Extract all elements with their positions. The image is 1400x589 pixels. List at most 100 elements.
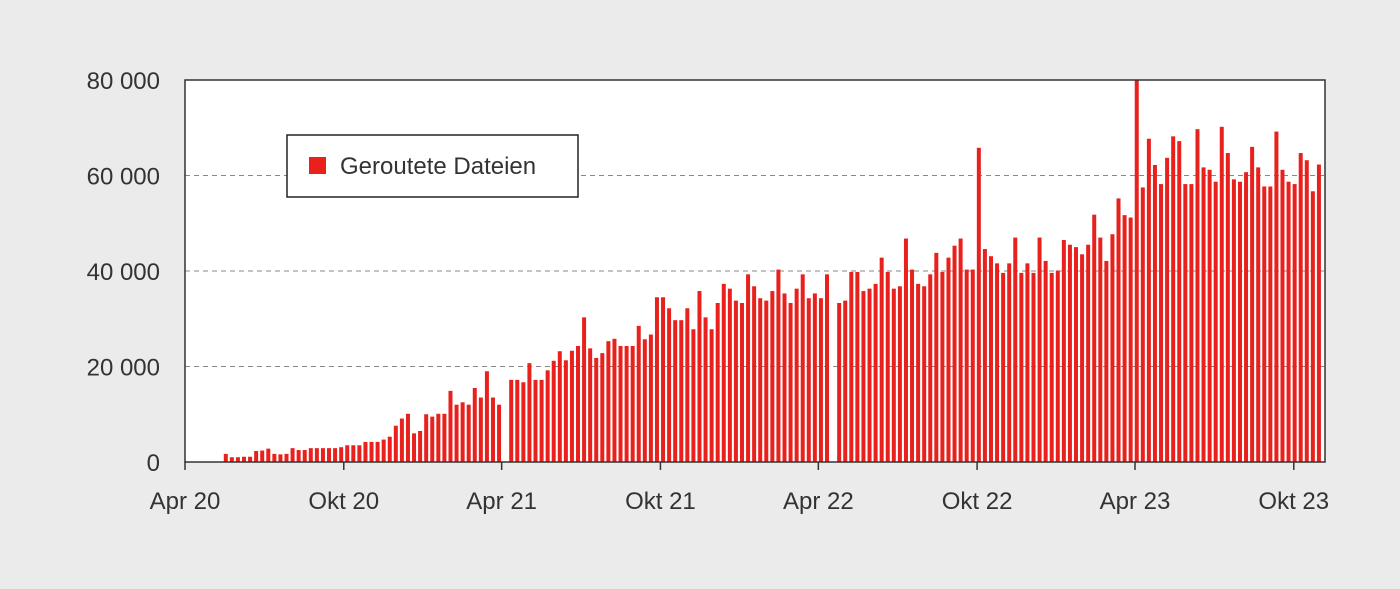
bar: [357, 445, 362, 462]
bar: [278, 454, 283, 462]
bar: [867, 288, 872, 462]
bar: [448, 390, 453, 462]
bar: [612, 338, 617, 462]
bar: [1225, 153, 1230, 462]
bar: [916, 283, 921, 462]
bar: [946, 257, 951, 462]
bar: [1049, 272, 1054, 462]
bar: [679, 320, 684, 462]
bar: [1037, 237, 1042, 462]
bar: [1213, 181, 1218, 462]
bar: [849, 271, 854, 462]
bar: [600, 353, 605, 462]
bar: [1304, 160, 1309, 462]
bar: [1262, 186, 1267, 463]
bar: [697, 291, 702, 462]
bar: [709, 329, 714, 462]
bar: [715, 302, 720, 462]
bar: [1116, 198, 1121, 463]
bar: [727, 288, 732, 462]
bar: [1098, 237, 1103, 462]
bar: [752, 286, 757, 462]
x-tick-label: Apr 22: [783, 488, 854, 515]
y-tick-label: 20 000: [87, 355, 160, 382]
y-axis: 0 20 000 40 000 60 000 80 000: [87, 68, 160, 477]
bar: [733, 300, 738, 462]
bar: [320, 448, 325, 462]
bar: [1171, 136, 1176, 462]
bar: [557, 351, 562, 462]
bar: [1298, 153, 1303, 462]
bar: [661, 297, 666, 462]
bar: [837, 302, 842, 462]
bar: [873, 283, 878, 462]
bar: [606, 341, 611, 462]
bar: [272, 453, 277, 462]
bar: [776, 269, 781, 462]
bar: [1219, 126, 1224, 463]
bar: [1201, 167, 1206, 462]
bar: [314, 448, 319, 462]
bar: [1019, 272, 1024, 462]
bar: [1274, 131, 1279, 462]
bar: [885, 271, 890, 462]
bar: [1292, 184, 1297, 462]
legend-label: Geroutete Dateien: [340, 153, 536, 180]
bar: [1146, 138, 1151, 463]
bar: [381, 439, 386, 462]
bar: [879, 257, 884, 462]
bar: [1280, 169, 1285, 462]
bar: [563, 360, 568, 462]
bar: [454, 404, 459, 462]
y-tick-label: 0: [147, 450, 160, 477]
x-axis: Apr 20 Okt 20 Apr 21 Okt 21 Apr 22 Okt 22 Apr …: [150, 462, 1329, 515]
x-tick-label: Apr 23: [1100, 488, 1171, 515]
bar: [1013, 237, 1018, 462]
bar: [393, 425, 398, 462]
bar: [229, 457, 234, 462]
bar: [327, 448, 332, 462]
bar: [855, 271, 860, 462]
bar: [721, 283, 726, 462]
bar: [1067, 244, 1072, 462]
bar: [1256, 167, 1261, 462]
bar: [1074, 247, 1078, 463]
bar: [424, 414, 429, 462]
bar: [910, 269, 915, 462]
bar: [363, 441, 368, 462]
bar: [667, 308, 672, 462]
bar: [1104, 260, 1109, 462]
bar: [1237, 181, 1242, 462]
bar: [223, 453, 228, 462]
bar: [1244, 172, 1249, 462]
bar: [1134, 80, 1139, 462]
bar: [988, 256, 993, 462]
bar: [922, 286, 927, 462]
bar: [843, 300, 848, 462]
bar: [248, 456, 253, 462]
bar: [630, 345, 635, 462]
bar: [369, 441, 374, 462]
bar: [928, 274, 933, 462]
bar: [636, 325, 641, 462]
bar: [995, 263, 1000, 462]
bar: [782, 293, 787, 462]
bar: [509, 379, 514, 462]
y-tick-label: 60 000: [87, 164, 160, 191]
bar: [490, 397, 495, 462]
bar: [794, 288, 799, 462]
bar: [442, 413, 447, 462]
bar: [673, 320, 678, 462]
bar: [478, 397, 483, 462]
bar: [703, 317, 708, 462]
x-tick-label: Okt 21: [625, 488, 696, 515]
bar: [460, 402, 465, 462]
bar: [970, 269, 975, 462]
bar: [1086, 244, 1091, 462]
bar: [746, 274, 751, 462]
bar: [1316, 164, 1321, 462]
bar: [1025, 263, 1030, 462]
bar: [1122, 215, 1127, 462]
bar: [296, 450, 301, 462]
bar: [551, 360, 556, 462]
